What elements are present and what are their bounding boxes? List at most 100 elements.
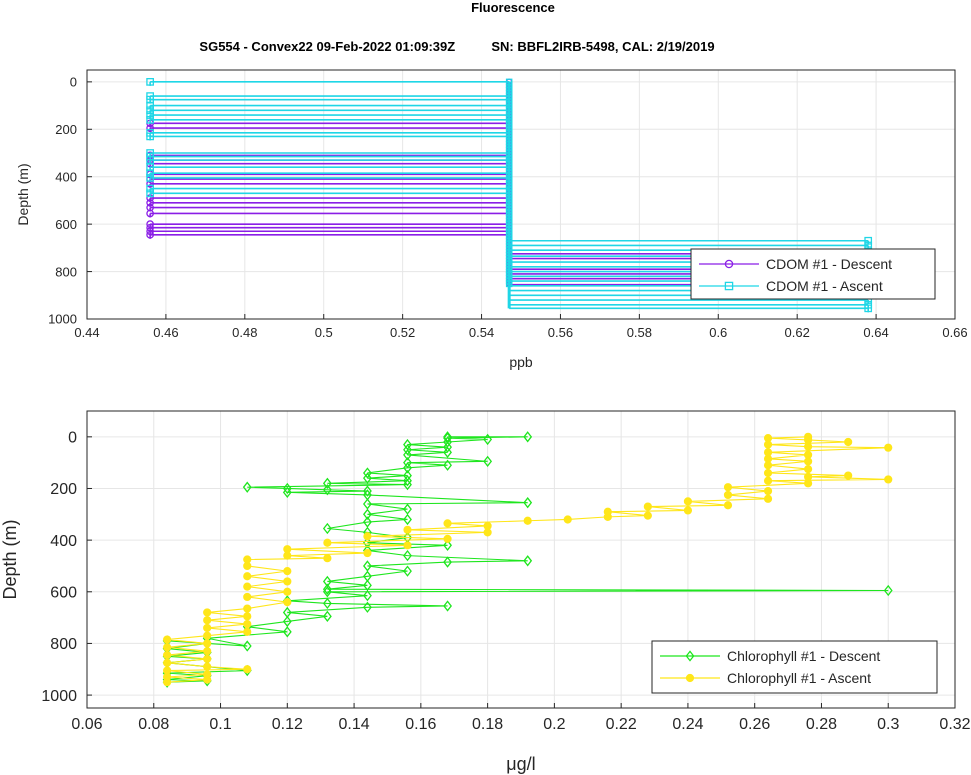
- y-tick-label: 600: [55, 217, 77, 232]
- figure-subtitle: SG554 - Convex22 09-Feb-2022 01:09:39Z S…: [199, 39, 714, 54]
- legend-marker: [685, 673, 695, 683]
- data-point: [363, 560, 372, 572]
- legend-label: CDOM #1 - Descent: [766, 256, 892, 272]
- data-point: [203, 608, 212, 617]
- data-point: [283, 545, 292, 554]
- data-point: [563, 515, 572, 524]
- data-point: [163, 643, 172, 652]
- legend-label: CDOM #1 - Ascent: [766, 278, 883, 294]
- data-point: [243, 582, 252, 591]
- legend-label: Chlorophyll #1 - Descent: [727, 648, 880, 664]
- data-point: [443, 556, 452, 568]
- data-point: [723, 501, 733, 510]
- data-point: [146, 169, 154, 178]
- data-point: [443, 459, 452, 471]
- data-point: [322, 597, 332, 610]
- data-point: [443, 436, 452, 448]
- data-point: [523, 516, 532, 525]
- data-point: [723, 483, 733, 492]
- data-point: [163, 658, 172, 667]
- data-point: [203, 616, 212, 625]
- data-point: [283, 567, 292, 576]
- data-point: [363, 590, 372, 602]
- data-point: [322, 575, 332, 588]
- data-point: [163, 650, 172, 660]
- data-point: [483, 455, 493, 468]
- data-point: [243, 619, 252, 629]
- data-point: [363, 548, 372, 558]
- data-point: [844, 471, 853, 480]
- data-point: [282, 482, 292, 495]
- y-tick-label: 0: [70, 75, 77, 90]
- data-point: [323, 554, 332, 563]
- data-point: [146, 106, 154, 115]
- x-tick-label: 0.58: [627, 325, 652, 340]
- data-point: [523, 497, 533, 509]
- x-tick-label: 0.44: [74, 325, 99, 340]
- y-tick-label: 800: [50, 636, 77, 653]
- x-tick-label: 0.08: [138, 716, 169, 733]
- data-point: [403, 513, 412, 526]
- x-axis-label: μg/l: [506, 754, 535, 774]
- data-point: [363, 472, 372, 484]
- data-point: [243, 627, 252, 636]
- data-point: [323, 538, 332, 547]
- data-point: [804, 465, 813, 474]
- data-point: [763, 494, 773, 503]
- data-point: [443, 441, 452, 453]
- x-tick-label: 0.22: [606, 716, 637, 733]
- data-point: [363, 579, 372, 591]
- x-tick-label: 0.46: [153, 325, 178, 340]
- x-tick-label: 0.52: [390, 325, 415, 340]
- data-point: [844, 437, 853, 447]
- data-point: [146, 111, 154, 119]
- legend-marker: [724, 259, 734, 269]
- x-tick-label: 0.64: [863, 325, 888, 340]
- data-point: [283, 598, 292, 607]
- data-point: [804, 432, 813, 441]
- data-point: [146, 115, 154, 124]
- data-point: [242, 481, 252, 493]
- x-tick-label: 0.14: [339, 716, 370, 733]
- data-point: [443, 600, 452, 612]
- x-axis-label: ppb: [509, 354, 533, 370]
- data-point: [804, 442, 813, 451]
- chlorophyll-axes: 0.06 0.08 0.1 0.12 0.14 0.16 0.18 0.2 0.22 0.24 0.…: [0, 410, 971, 774]
- y-tick-label: 200: [50, 481, 77, 498]
- data-point: [763, 434, 773, 443]
- data-point: [322, 477, 332, 489]
- y-tick-label: 0: [68, 430, 77, 447]
- data-point: [403, 462, 412, 474]
- x-tick-label: 0.5: [315, 325, 333, 340]
- x-tick-label: 0.48: [232, 325, 257, 340]
- data-point: [864, 236, 873, 245]
- x-tick-label: 0.6: [709, 325, 727, 340]
- legend-box: [690, 248, 936, 300]
- data-point: [363, 601, 372, 613]
- x-tick-label: 0.06: [71, 716, 102, 733]
- data-point: [146, 156, 154, 164]
- data-point: [443, 519, 452, 528]
- y-axis-label: Depth (m): [15, 163, 31, 225]
- data-point: [242, 640, 252, 652]
- y-tick-label: 200: [55, 122, 77, 137]
- data-point: [683, 497, 693, 506]
- y-tick-label: 400: [55, 169, 77, 184]
- axes-box: [86, 69, 956, 320]
- data-point: [403, 456, 412, 469]
- data-point: [363, 485, 372, 497]
- data-point: [884, 443, 893, 452]
- data-point: [403, 525, 412, 534]
- x-tick-label: 0.54: [469, 325, 494, 340]
- data-point: [403, 565, 412, 577]
- data-point: [282, 486, 292, 499]
- data-point: [203, 639, 212, 648]
- legend-marker: [685, 650, 695, 662]
- y-tick-label: 1000: [48, 312, 77, 327]
- data-point: [146, 132, 154, 141]
- data-point: [146, 174, 154, 182]
- x-tick-label: 0.28: [806, 716, 837, 733]
- data-point: [804, 472, 813, 481]
- data-point: [322, 484, 332, 496]
